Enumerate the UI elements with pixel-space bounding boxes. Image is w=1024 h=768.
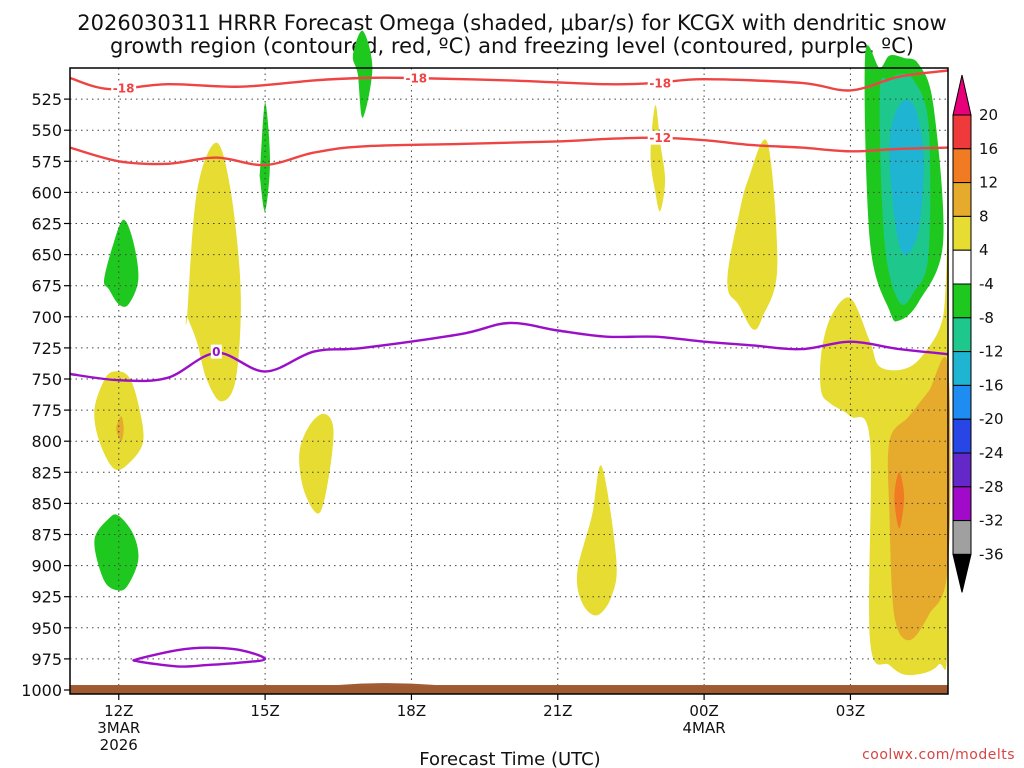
contour-freezing-level-lower-loop <box>132 646 267 668</box>
y-tick-label-825: 825 <box>31 463 62 482</box>
y-tick-label-575: 575 <box>31 152 62 171</box>
y-axis: 525 550 575 600 625 650 675 700 725 750 775 800 825 8… <box>21 90 70 700</box>
colorbar-box-2 <box>952 182 972 217</box>
contour-label-bg-dgz-top-1 <box>403 70 429 85</box>
y-tick-label-525: 525 <box>31 90 62 109</box>
x-tick-label-03Z: 03Z <box>836 702 865 720</box>
plot-background <box>70 68 948 694</box>
y-tick-label-625: 625 <box>31 215 62 234</box>
credit-text: coolwx.com/modelts <box>862 747 1015 763</box>
colorbar-box-5 <box>952 283 972 319</box>
contour-label-freezing-level-0: 0 <box>212 345 220 359</box>
x-tick-label-12Z: 12Z <box>104 702 133 720</box>
y-tick-label-650: 650 <box>31 246 62 265</box>
omega-region-dn-16z <box>299 413 334 514</box>
contour-label-bg-dgz-top-2 <box>647 75 673 90</box>
x-tick-label-00Z: 00Z <box>689 702 718 720</box>
terrain-strip <box>70 685 948 694</box>
colorbar-box-8 <box>952 384 972 420</box>
contour-label-dgz-top-0: -18 <box>113 81 135 95</box>
colorbar-label-0: 20 <box>979 106 998 124</box>
omega-region-up-12z-low <box>94 514 139 591</box>
y-tick-label-700: 700 <box>31 308 62 327</box>
x-axis-label: Forecast Time (UTC) <box>419 749 600 768</box>
chart-title-line2: growth region (contoured, red, ºC) and f… <box>110 34 914 58</box>
contour-dgz-top <box>69 69 949 92</box>
x-tick-label-15Z: 15Z <box>250 702 279 720</box>
colorbar-box-4 <box>952 249 972 285</box>
colorbar-box-9 <box>952 418 972 454</box>
contour-label-bg-dgz-top-0 <box>111 80 137 95</box>
colorbar-top-arrow <box>952 74 972 116</box>
colorbar-box-7 <box>952 351 972 386</box>
y-tick-label-800: 800 <box>31 432 62 451</box>
colorbar: 20 16 12 8 4 -4 -8 -12 -16 -20 -24 -28 -32 -36 <box>952 74 1004 593</box>
colorbar-box-6 <box>952 317 972 353</box>
colorbar-label-7: -12 <box>979 343 1004 361</box>
y-tick-label-775: 775 <box>31 401 62 420</box>
omega-region-dn-14z <box>185 142 241 402</box>
colorbar-box-3 <box>952 215 972 251</box>
colorbar-box-11 <box>952 486 972 522</box>
colorbar-box-0 <box>952 114 972 150</box>
y-tick-label-850: 850 <box>31 494 62 513</box>
colorbar-label-1: 16 <box>979 140 998 158</box>
omega-region-up-17z <box>352 30 373 118</box>
colorbar-label-12: -32 <box>979 512 1004 530</box>
chart-title-line1: 2026030311 HRRR Forecast Omega (shaded, … <box>77 11 946 35</box>
contour-label-bg-dgz-bottom-0 <box>647 130 673 145</box>
omega-region-dn-0030z <box>727 139 778 330</box>
omega-region-dn-03z-core <box>894 472 905 529</box>
x-date-label-4MAR: 4MAR <box>683 719 726 737</box>
y-tick-label-975: 975 <box>31 650 62 669</box>
colorbar-label-5: -4 <box>979 275 994 293</box>
colorbar-label-3: 8 <box>979 207 989 225</box>
colorbar-label-13: -36 <box>979 545 1004 563</box>
y-tick-label-750: 750 <box>31 370 62 389</box>
colorbar-label-6: -8 <box>979 309 994 327</box>
colorbar-label-8: -16 <box>979 376 1004 394</box>
x-tick-label-18Z: 18Z <box>397 702 426 720</box>
omega-region-dn-03z-band <box>887 357 951 641</box>
y-tick-label-950: 950 <box>31 619 62 638</box>
colorbar-box-12 <box>952 520 972 555</box>
x-date-label-2026: 2026 <box>100 736 138 754</box>
omega-shading <box>94 30 951 676</box>
omega-region-dn-22z <box>576 465 617 616</box>
y-tick-label-1000: 1000 <box>21 681 62 700</box>
colorbar-label-9: -20 <box>979 410 1004 428</box>
contour-label-dgz-bottom-0: -12 <box>649 131 671 145</box>
contour-label-dgz-top-1: -18 <box>405 71 427 85</box>
y-tick-label-675: 675 <box>31 277 62 296</box>
omega-region-up-03z-core <box>889 99 924 255</box>
colorbar-box-1 <box>952 148 972 184</box>
y-tick-label-900: 900 <box>31 557 62 576</box>
colorbar-label-4: 4 <box>979 241 989 259</box>
terrain-bump <box>338 683 436 686</box>
colorbar-label-10: -24 <box>979 444 1004 462</box>
contour-label-dgz-top-2: -18 <box>649 76 671 90</box>
x-tick-label-21Z: 21Z <box>543 702 572 720</box>
y-tick-label-600: 600 <box>31 183 62 202</box>
contour-dgz-bottom <box>69 136 949 167</box>
y-tick-label-875: 875 <box>31 526 62 545</box>
terrain-layer <box>70 683 948 694</box>
colorbar-label-2: 12 <box>979 174 998 192</box>
y-tick-label-550: 550 <box>31 121 62 140</box>
temperature-contours: -18 -18 -18 -12 0 <box>69 69 949 668</box>
plot-area: -18 -18 -18 -12 0 <box>69 30 951 695</box>
contour-label-bg-freezing-level-0 <box>210 344 222 359</box>
omega-region-dn-12z-core <box>116 416 124 442</box>
y-tick-label-725: 725 <box>31 339 62 358</box>
y-tick-label-925: 925 <box>31 588 62 607</box>
colorbar-box-10 <box>952 452 972 488</box>
colorbar-label-11: -28 <box>979 478 1004 496</box>
plot-frame <box>69 67 949 695</box>
colorbar-bottom-arrow <box>952 553 972 593</box>
x-date-label-3MAR: 3MAR <box>97 719 140 737</box>
omega-region-up-12z-mid <box>103 219 139 307</box>
